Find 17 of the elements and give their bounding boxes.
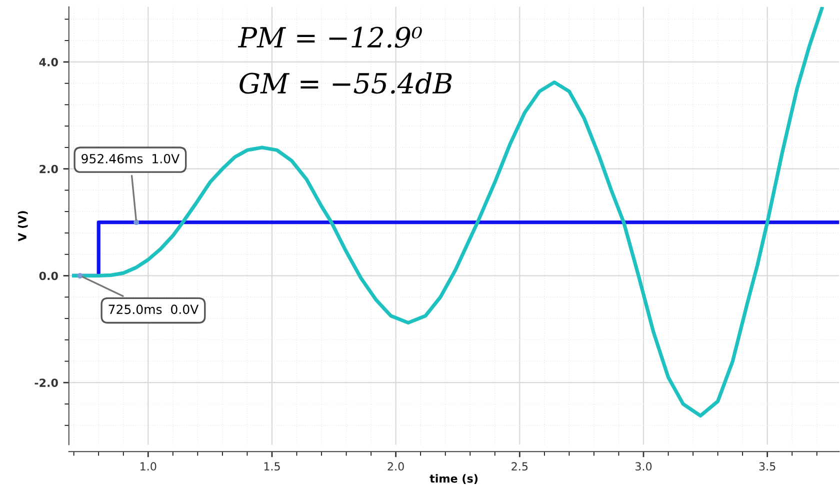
y-tick-label: 0.0	[39, 272, 58, 280]
x-tick-label: 3.0	[636, 462, 652, 471]
line-series	[72, 6, 824, 418]
y-tick-label: -2.0	[34, 378, 58, 387]
annotation: 725.0ms 0.0V	[108, 304, 199, 314]
y-tick-label: 2.0	[40, 164, 58, 174]
y-tick-label: 4.0	[39, 58, 58, 66]
x-tick-label: 3.5	[759, 462, 776, 471]
x-tick-label: 2.5	[512, 462, 528, 471]
y-axis-title: V (V)	[18, 211, 28, 242]
x-axis-title: time (s)	[430, 474, 478, 484]
annotation: 952.46ms 1.0V	[82, 154, 180, 164]
x-tick-label: 2.0	[388, 462, 404, 471]
annotation: PM = −12.9⁰	[238, 26, 422, 48]
x-tick-label: 1.0	[140, 462, 156, 471]
annotation: GM = −55.4dB	[240, 72, 452, 94]
x-tick-label: 1.5	[264, 462, 280, 471]
